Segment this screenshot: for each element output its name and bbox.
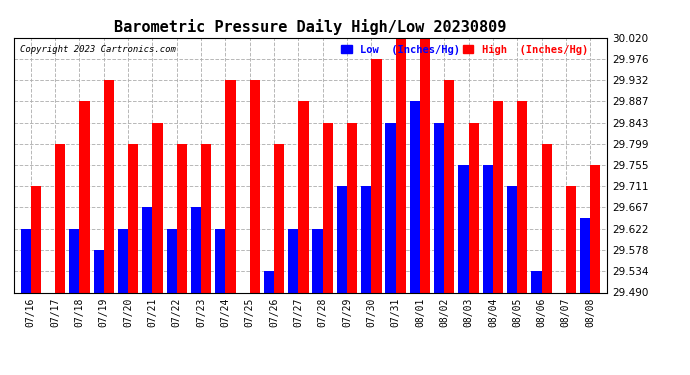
Text: Copyright 2023 Cartronics.com: Copyright 2023 Cartronics.com bbox=[20, 45, 176, 54]
Bar bbox=[483, 165, 493, 292]
Title: Barometric Pressure Daily High/Low 20230809: Barometric Pressure Daily High/Low 20230… bbox=[115, 19, 506, 35]
Bar bbox=[31, 186, 41, 292]
Bar bbox=[323, 123, 333, 292]
Bar bbox=[493, 102, 503, 292]
Bar bbox=[298, 102, 308, 292]
Bar bbox=[580, 218, 590, 292]
Bar bbox=[542, 144, 552, 292]
Bar bbox=[191, 207, 201, 292]
Bar bbox=[410, 102, 420, 292]
Bar bbox=[79, 102, 90, 292]
Bar bbox=[458, 165, 469, 292]
Legend: Low  (Inches/Hg), High  (Inches/Hg): Low (Inches/Hg), High (Inches/Hg) bbox=[339, 43, 590, 57]
Bar bbox=[201, 144, 211, 292]
Bar bbox=[94, 250, 104, 292]
Bar bbox=[386, 123, 395, 292]
Bar bbox=[264, 272, 274, 292]
Bar bbox=[142, 207, 152, 292]
Bar bbox=[313, 229, 323, 292]
Bar bbox=[444, 80, 455, 292]
Bar bbox=[420, 38, 430, 292]
Bar bbox=[347, 123, 357, 292]
Bar bbox=[531, 272, 542, 292]
Bar bbox=[518, 102, 527, 292]
Bar bbox=[395, 38, 406, 292]
Bar bbox=[371, 58, 382, 292]
Bar bbox=[507, 186, 518, 292]
Bar bbox=[566, 186, 576, 292]
Bar bbox=[274, 144, 284, 292]
Bar bbox=[177, 144, 187, 292]
Bar bbox=[55, 144, 66, 292]
Bar bbox=[21, 229, 31, 292]
Bar bbox=[226, 80, 235, 292]
Bar bbox=[590, 165, 600, 292]
Bar bbox=[288, 229, 298, 292]
Bar bbox=[152, 123, 163, 292]
Bar bbox=[166, 229, 177, 292]
Bar bbox=[250, 80, 260, 292]
Bar bbox=[128, 144, 138, 292]
Bar bbox=[469, 123, 479, 292]
Bar bbox=[361, 186, 371, 292]
Bar bbox=[434, 123, 444, 292]
Bar bbox=[337, 186, 347, 292]
Bar bbox=[104, 80, 114, 292]
Bar bbox=[118, 229, 128, 292]
Bar bbox=[215, 229, 226, 292]
Bar bbox=[69, 229, 79, 292]
